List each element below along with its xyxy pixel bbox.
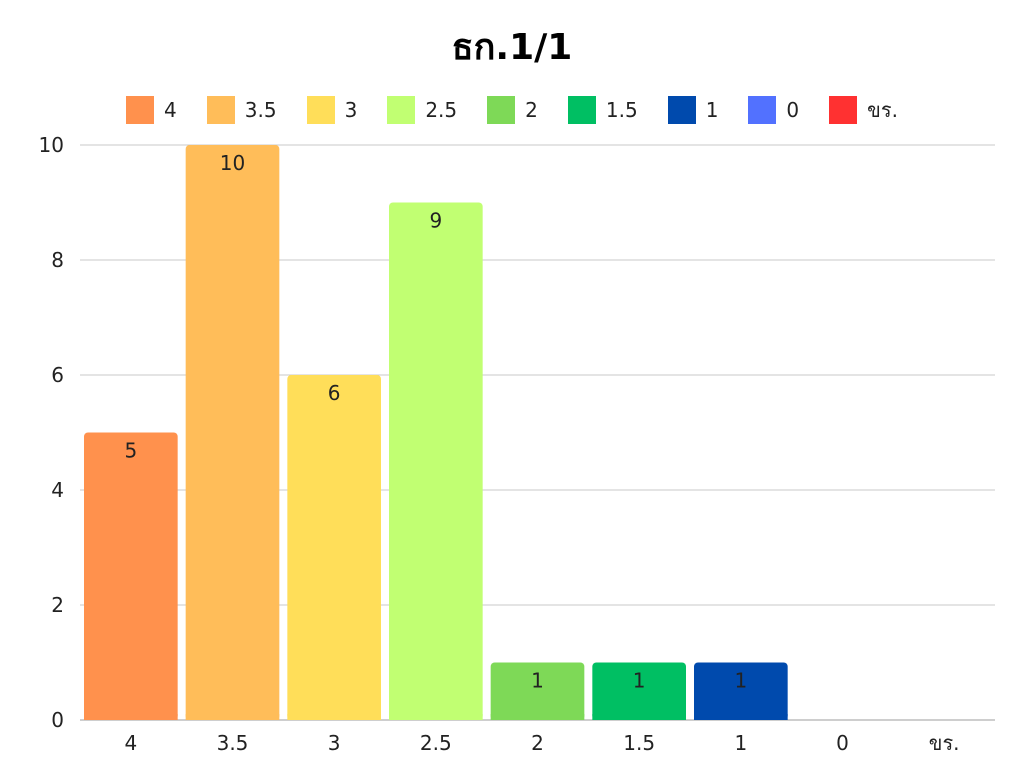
legend-label: 0 — [786, 98, 800, 122]
legend-label: 3 — [344, 98, 358, 122]
bar — [185, 145, 280, 720]
legend-swatch — [126, 96, 155, 124]
legend: 4 3.5 3 2.5 2 1.5 1 0 ขร. — [0, 94, 1024, 126]
legend-item: 2.5 — [387, 96, 457, 124]
x-tick-label: ขร. — [929, 731, 960, 755]
data-label: 1 — [633, 669, 646, 693]
x-tick-label: 3 — [328, 731, 341, 755]
legend-label: 2 — [525, 98, 538, 122]
legend-item: ขร. — [829, 94, 898, 126]
chart-title: ธก.1/1 — [451, 27, 573, 68]
y-tick-label: 4 — [51, 478, 64, 502]
legend-item: 3 — [306, 96, 358, 124]
x-tick-label: 2.5 — [420, 731, 452, 755]
legend-label: 2.5 — [425, 98, 458, 122]
data-label: 10 — [220, 151, 245, 175]
x-tick-label: 0 — [836, 731, 849, 755]
bar — [84, 432, 178, 720]
legend-swatch — [667, 96, 696, 124]
bar — [694, 662, 788, 720]
bar — [287, 375, 381, 720]
legend-swatch — [387, 96, 416, 124]
legend-item: 1 — [667, 96, 719, 124]
legend-label: ขร. — [867, 98, 898, 122]
x-tick-label: 1.5 — [623, 731, 655, 755]
bar-base — [185, 714, 280, 720]
data-label: 6 — [328, 381, 341, 405]
bar-base — [287, 714, 381, 720]
y-tick-label: 0 — [51, 708, 64, 732]
data-label: 1 — [531, 669, 544, 693]
x-tick-label: 3.5 — [217, 731, 249, 755]
bar-base — [389, 714, 483, 720]
data-label: 9 — [429, 209, 442, 233]
y-tick-label: 2 — [51, 593, 64, 617]
bar — [490, 662, 585, 720]
bar-base — [694, 714, 788, 720]
legend-swatch — [567, 96, 596, 124]
bar — [592, 662, 686, 720]
bar-base — [490, 714, 585, 720]
legend-label: 3.5 — [244, 98, 277, 122]
bar — [389, 202, 483, 720]
legend-label: 4 — [164, 98, 177, 122]
y-tick-label: 8 — [51, 248, 64, 272]
y-tick-label: 6 — [51, 363, 64, 387]
bar-base — [84, 714, 178, 720]
legend-swatch — [829, 96, 858, 124]
legend-label: 1.5 — [605, 98, 638, 122]
data-label: 1 — [734, 669, 747, 693]
legend-item: 0 — [748, 96, 799, 124]
legend-item: 1.5 — [567, 96, 638, 124]
legend-swatch — [487, 96, 516, 124]
x-tick-label: 1 — [734, 731, 747, 755]
data-label: 5 — [124, 439, 137, 463]
legend-swatch — [748, 96, 777, 124]
x-tick-label: 2 — [531, 731, 544, 755]
y-tick-label: 10 — [39, 133, 64, 157]
legend-item: 3.5 — [206, 96, 277, 124]
legend-label: 1 — [705, 98, 719, 122]
x-tick-label: 4 — [124, 731, 137, 755]
legend-swatch — [306, 96, 335, 124]
legend-item: 4 — [126, 96, 177, 124]
bar-base — [592, 714, 686, 720]
legend-item: 2 — [487, 96, 538, 124]
legend-swatch — [206, 96, 235, 124]
